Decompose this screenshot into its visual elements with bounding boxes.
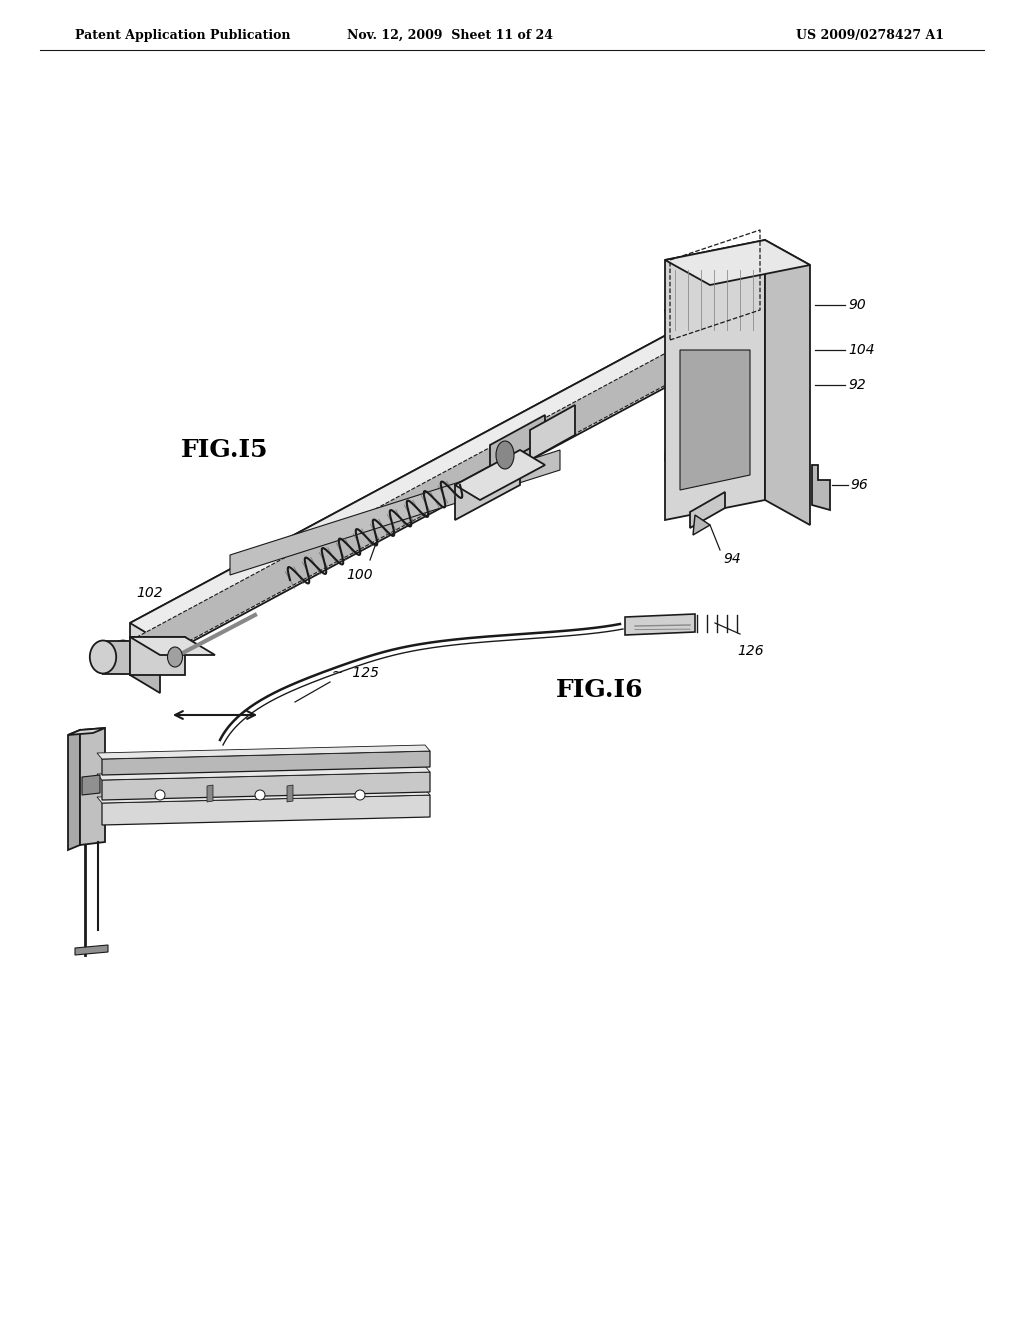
Polygon shape [68, 730, 80, 850]
Circle shape [355, 789, 365, 800]
Polygon shape [97, 766, 430, 780]
Text: 94: 94 [723, 552, 740, 566]
Polygon shape [130, 333, 700, 642]
Polygon shape [103, 640, 143, 673]
Ellipse shape [90, 640, 116, 673]
Polygon shape [82, 775, 100, 795]
Polygon shape [455, 450, 520, 520]
Text: 100: 100 [347, 568, 374, 582]
Circle shape [255, 789, 265, 800]
Ellipse shape [168, 647, 182, 667]
Polygon shape [230, 450, 560, 576]
Polygon shape [207, 785, 213, 803]
Polygon shape [690, 492, 725, 528]
Polygon shape [102, 795, 430, 825]
Polygon shape [812, 465, 830, 510]
Text: 104: 104 [848, 343, 874, 356]
Polygon shape [68, 729, 105, 735]
Polygon shape [680, 350, 750, 490]
Text: 126: 126 [737, 644, 764, 657]
Polygon shape [530, 405, 575, 459]
Ellipse shape [110, 640, 136, 673]
Polygon shape [490, 414, 545, 470]
Polygon shape [102, 772, 430, 800]
Polygon shape [665, 240, 810, 285]
Circle shape [155, 789, 165, 800]
Text: 102: 102 [136, 586, 163, 601]
Polygon shape [80, 729, 105, 845]
Text: Patent Application Publication: Patent Application Publication [75, 29, 291, 41]
Text: Nov. 12, 2009  Sheet 11 of 24: Nov. 12, 2009 Sheet 11 of 24 [347, 29, 553, 41]
Polygon shape [130, 638, 215, 655]
Text: US 2009/0278427 A1: US 2009/0278427 A1 [796, 29, 944, 41]
Polygon shape [75, 945, 108, 954]
Text: 96: 96 [850, 478, 867, 492]
Polygon shape [130, 333, 670, 675]
Ellipse shape [496, 441, 514, 469]
Polygon shape [765, 240, 810, 525]
Text: 91: 91 [746, 249, 765, 263]
Polygon shape [102, 751, 430, 775]
Text: FIG.I6: FIG.I6 [556, 678, 644, 702]
Text: 90: 90 [848, 298, 865, 312]
Polygon shape [287, 785, 293, 803]
Text: 92: 92 [848, 378, 865, 392]
Polygon shape [455, 450, 545, 500]
Polygon shape [625, 614, 695, 635]
Text: FIG.I5: FIG.I5 [181, 438, 268, 462]
Polygon shape [130, 638, 185, 675]
Polygon shape [137, 347, 677, 669]
Polygon shape [693, 515, 710, 535]
Text: ~  125: ~ 125 [332, 667, 379, 680]
Polygon shape [97, 789, 430, 803]
Polygon shape [130, 638, 160, 693]
Polygon shape [97, 744, 430, 759]
Polygon shape [665, 240, 765, 520]
